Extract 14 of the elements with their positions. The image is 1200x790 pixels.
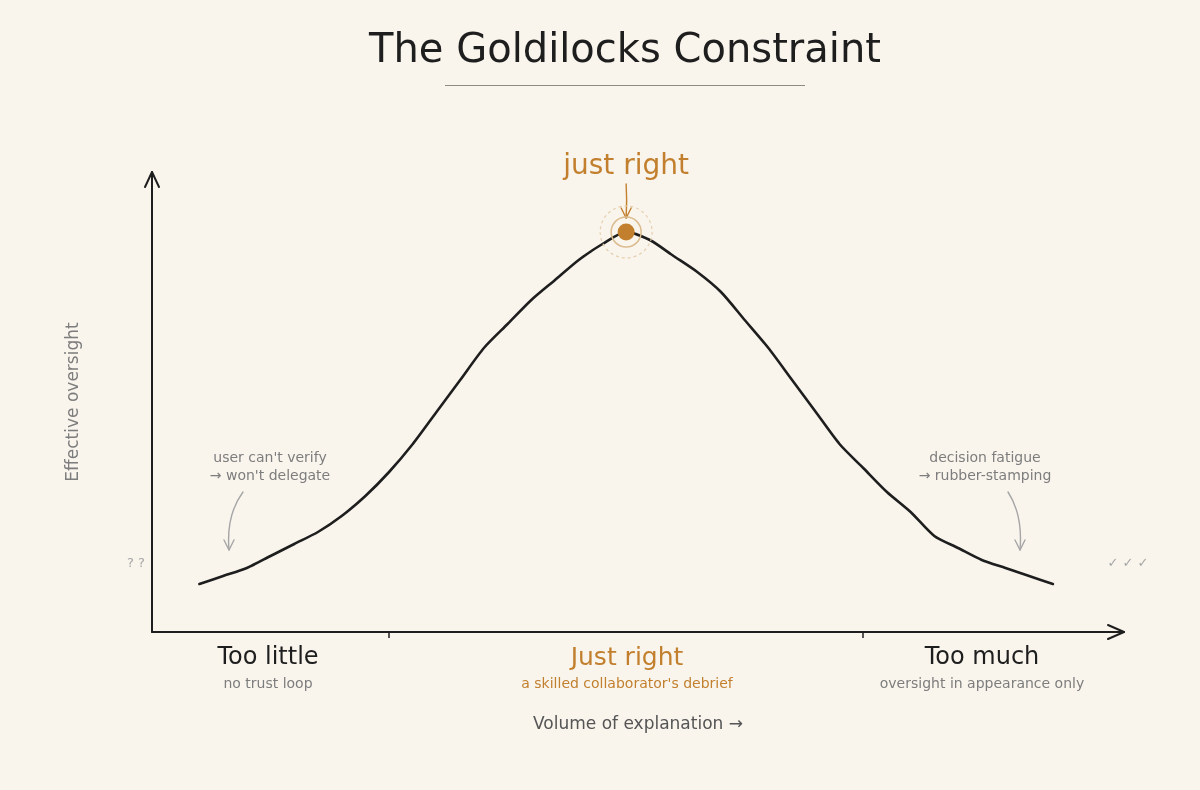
chart-title: The Goldilocks Constraint	[369, 25, 881, 71]
text: Too little	[217, 641, 319, 673]
text: Just right	[570, 640, 684, 673]
annotation: decision fatigue → rubber-stamping	[918, 447, 1052, 485]
text: no trust loop	[223, 673, 313, 693]
annotation: just right	[563, 146, 690, 183]
text: Too much	[924, 641, 1040, 673]
annotation: ✓ ✓ ✓	[1107, 554, 1149, 572]
text: a skilled collaborator's debrief	[521, 673, 733, 693]
text: oversight in appearance only	[879, 673, 1085, 693]
annotation: user can't verify → won't delegate	[209, 447, 331, 485]
x-axis-title: Volume of explanation →	[533, 712, 743, 733]
text: ? ?	[127, 554, 145, 572]
y-axis-title: Effective oversight	[61, 322, 82, 482]
